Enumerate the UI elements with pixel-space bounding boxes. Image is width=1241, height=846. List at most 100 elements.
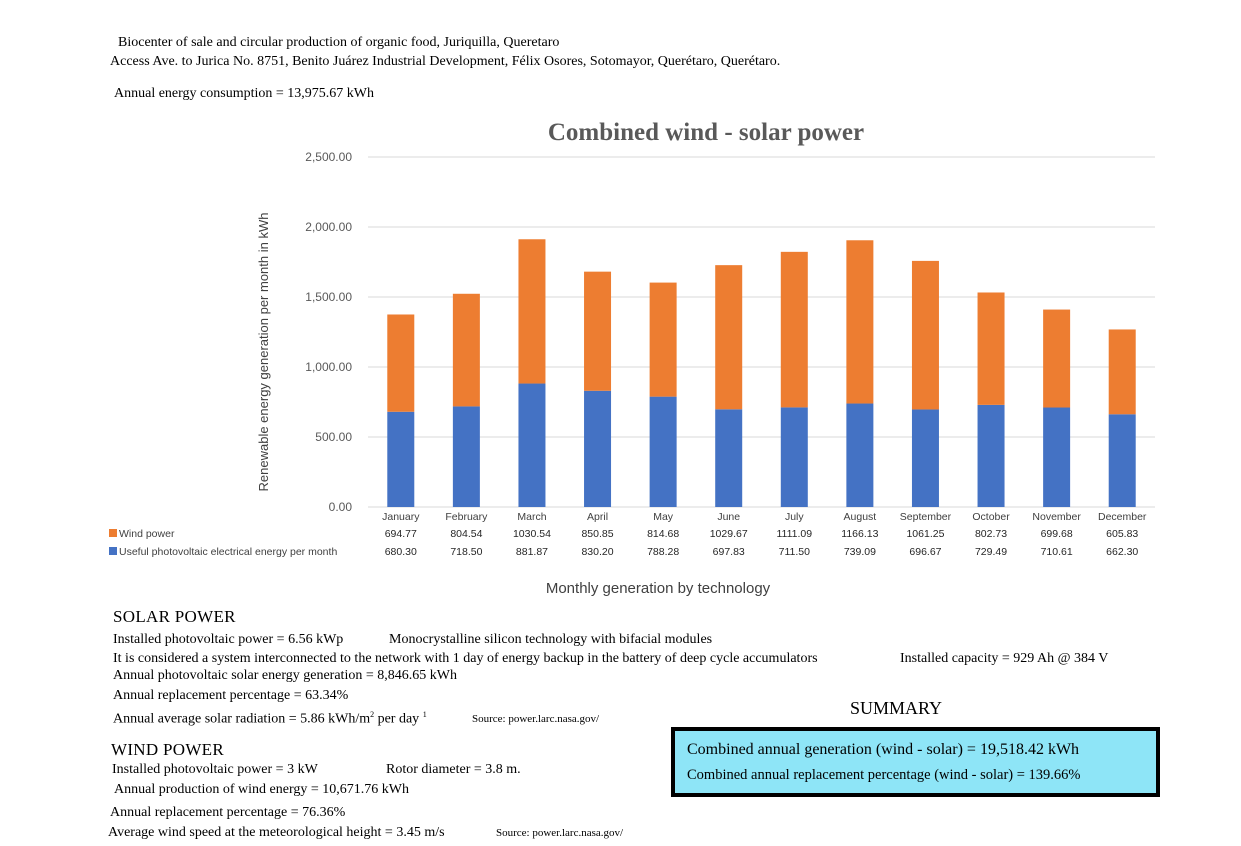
solar-installed-power: Installed photovoltaic power = 6.56 kWp — [113, 632, 344, 647]
solar-value-label: 696.67 — [909, 546, 941, 558]
wind-value-label: 694.77 — [385, 528, 417, 540]
summary-combined-generation: Combined annual generation (wind - solar… — [687, 741, 1080, 758]
solar-radiation-per-day: per day — [374, 711, 423, 727]
solar-bar — [911, 409, 939, 507]
wind-value-label: 1030.54 — [513, 528, 551, 540]
solar-replacement-percentage: Annual replacement percentage = 63.34% — [113, 688, 349, 703]
solar-bar — [584, 390, 612, 507]
wind-value-label: 1029.67 — [710, 528, 748, 540]
solar-source: Source: power.larc.nasa.gov/ — [472, 713, 600, 725]
x-category-label: July — [785, 511, 804, 523]
solar-bar — [518, 383, 546, 507]
solar-legend-label: Useful photovoltaic electrical energy pe… — [119, 546, 337, 558]
wind-replacement-percentage: Annual replacement percentage = 76.36% — [110, 805, 346, 820]
wind-bar — [780, 251, 808, 408]
y-axis-title: Renewable energy generation per month in… — [256, 213, 271, 492]
wind-value-label: 1166.13 — [841, 528, 878, 540]
solar-bar — [387, 411, 415, 507]
wind-value-label: 850.85 — [581, 528, 613, 540]
wind-bar — [1108, 329, 1136, 415]
wind-bar — [452, 293, 480, 407]
solar-value-label: 729.49 — [975, 546, 1007, 558]
solar-bar — [1108, 414, 1136, 507]
solar-bar — [780, 407, 808, 507]
solar-bar — [715, 409, 743, 507]
wind-average-speed: Average wind speed at the meteorological… — [108, 825, 445, 840]
summary-title: SUMMARY — [850, 698, 943, 718]
x-category-label: June — [717, 511, 740, 523]
solar-bar — [846, 403, 874, 507]
y-tick-label: 2,500.00 — [305, 150, 352, 164]
x-category-label: February — [445, 511, 488, 523]
wind-bar — [1043, 309, 1071, 408]
wind-value-label: 1061.25 — [906, 528, 944, 540]
x-category-label: March — [517, 511, 546, 523]
y-tick-label: 2,000.00 — [305, 220, 352, 234]
solar-value-label: 680.30 — [385, 546, 417, 558]
wind-bar — [518, 239, 546, 384]
wind-bar — [977, 292, 1005, 405]
x-category-label: May — [653, 511, 674, 523]
solar-radiation-text: Annual average solar radiation = 5.86 kW… — [113, 711, 371, 727]
x-axis-title: Monthly generation by technology — [546, 580, 771, 597]
wind-value-label: 699.68 — [1041, 528, 1073, 540]
stacked-bar-chart: Combined wind - solar power Renewable en… — [109, 119, 1155, 597]
wind-value-label: 814.68 — [647, 528, 679, 540]
solar-value-label: 718.50 — [450, 546, 482, 558]
y-tick-label: 500.00 — [315, 430, 352, 444]
solar-installed-capacity: Installed capacity = 929 Ah @ 384 V — [900, 651, 1109, 666]
wind-annual-production: Annual production of wind energy = 10,67… — [114, 782, 409, 797]
wind-bar — [715, 265, 743, 410]
wind-bar — [846, 240, 874, 404]
solar-value-label: 710.61 — [1041, 546, 1073, 558]
solar-bar — [977, 404, 1005, 507]
solar-system-description: It is considered a system interconnected… — [113, 651, 818, 666]
solar-value-label: 788.28 — [647, 546, 679, 558]
wind-value-label: 802.73 — [975, 528, 1007, 540]
wind-legend-label: Wind power — [119, 528, 175, 540]
solar-radiation: Annual average solar radiation = 5.86 kW… — [113, 710, 427, 728]
chart-title: Combined wind - solar power — [548, 119, 864, 146]
x-category-label: November — [1032, 511, 1081, 523]
wind-bar — [911, 260, 939, 410]
wind-value-label: 1111.09 — [776, 528, 812, 540]
solar-legend-swatch — [109, 547, 117, 555]
footnote-marker: 1 — [422, 710, 427, 719]
solar-bar — [1043, 407, 1071, 507]
solar-value-label: 697.83 — [713, 546, 745, 558]
solar-value-label: 830.20 — [581, 546, 613, 558]
wind-bar — [584, 271, 612, 391]
wind-source: Source: power.larc.nasa.gov/ — [496, 827, 624, 839]
project-title: Biocenter of sale and circular productio… — [118, 35, 560, 50]
wind-bar — [649, 282, 677, 397]
solar-bar — [452, 406, 480, 507]
solar-value-label: 739.09 — [844, 546, 876, 558]
x-category-label: April — [587, 511, 608, 523]
x-category-label: January — [382, 511, 420, 523]
x-category-label: December — [1098, 511, 1147, 523]
y-tick-label: 1,000.00 — [305, 360, 352, 374]
x-category-label: September — [900, 511, 952, 523]
y-tick-label: 1,500.00 — [305, 290, 352, 304]
solar-value-label: 662.30 — [1106, 546, 1138, 558]
wind-installed-power: Installed photovoltaic power = 3 kW — [112, 762, 318, 777]
summary-box: Combined annual generation (wind - solar… — [671, 727, 1160, 797]
x-category-label: August — [844, 511, 877, 523]
wind-value-label: 804.54 — [450, 528, 482, 540]
annual-consumption: Annual energy consumption = 13,975.67 kW… — [114, 86, 374, 101]
solar-value-label: 881.87 — [516, 546, 548, 558]
y-tick-label: 0.00 — [329, 500, 353, 514]
wind-value-label: 605.83 — [1106, 528, 1138, 540]
wind-rotor-diameter: Rotor diameter = 3.8 m. — [386, 762, 521, 777]
project-address: Access Ave. to Jurica No. 8751, Benito J… — [110, 54, 781, 69]
solar-value-label: 711.50 — [779, 546, 810, 558]
solar-section-title: SOLAR POWER — [113, 607, 236, 626]
summary-combined-replacement: Combined annual replacement percentage (… — [687, 767, 1081, 783]
solar-annual-generation: Annual photovoltaic solar energy generat… — [113, 668, 457, 683]
wind-section-title: WIND POWER — [111, 740, 225, 759]
solar-technology: Monocrystalline silicon technology with … — [389, 632, 713, 647]
wind-bar — [387, 314, 415, 412]
wind-legend-swatch — [109, 529, 117, 537]
solar-bar — [649, 396, 677, 507]
x-category-label: October — [972, 511, 1010, 523]
